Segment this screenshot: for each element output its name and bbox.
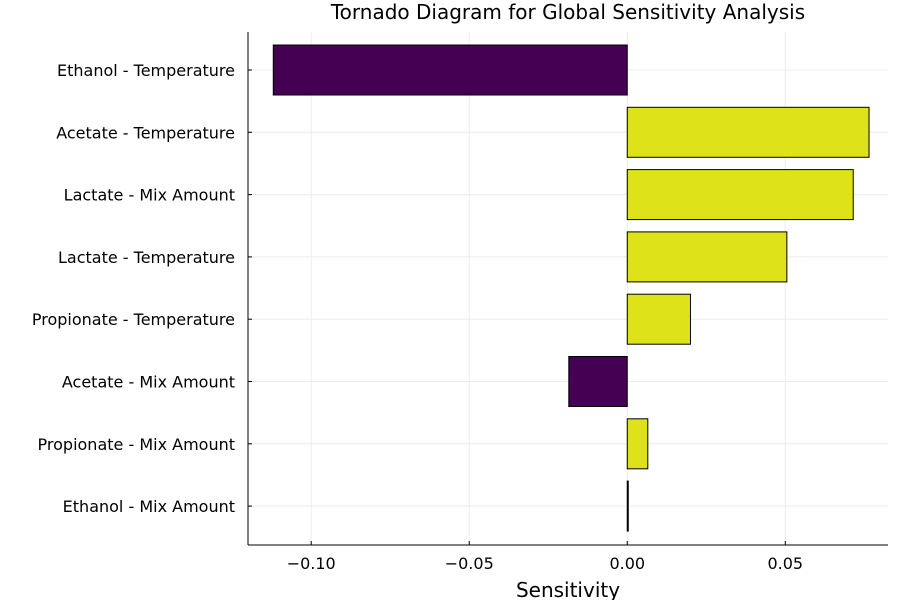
bar-7 xyxy=(626,480,629,532)
y-tick-label: Propionate - Temperature xyxy=(32,310,235,329)
x-tick-label: −0.10 xyxy=(287,554,336,573)
tick-labels: Ethanol - Temperature Acetate - Temperatu… xyxy=(32,61,803,573)
x-tick-label: 0.05 xyxy=(767,554,803,573)
y-tick-label: Acetate - Temperature xyxy=(56,123,235,142)
y-tick-label: Acetate - Mix Amount xyxy=(62,373,235,392)
bar-5 xyxy=(568,356,628,407)
chart-title: Tornado Diagram for Global Sensitivity A… xyxy=(330,0,805,24)
axes xyxy=(247,32,888,546)
y-tick-label: Ethanol - Mix Amount xyxy=(63,497,235,516)
x-tick-label: −0.05 xyxy=(445,554,494,573)
x-tick-label: 0.00 xyxy=(609,554,645,573)
bar-6 xyxy=(626,418,649,470)
bar-1 xyxy=(626,106,870,158)
x-axis-label: Sensitivity xyxy=(516,578,620,600)
y-tick-label: Propionate - Mix Amount xyxy=(38,435,235,454)
bar-2 xyxy=(626,169,854,221)
y-tick-label: Lactate - Mix Amount xyxy=(64,186,235,205)
y-tick-label: Lactate - Temperature xyxy=(58,248,235,267)
bars xyxy=(272,44,870,532)
y-tick-label: Ethanol - Temperature xyxy=(57,61,235,80)
bar-0 xyxy=(272,44,628,96)
bar-3 xyxy=(626,231,788,283)
bar-4 xyxy=(626,293,691,345)
